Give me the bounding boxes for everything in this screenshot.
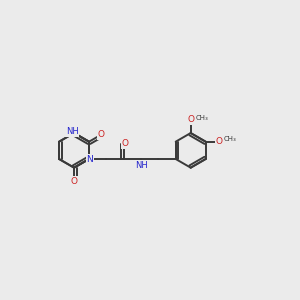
Text: O: O (97, 130, 104, 139)
Text: N: N (86, 155, 93, 164)
Text: NH: NH (66, 128, 79, 136)
Text: O: O (216, 137, 223, 146)
Text: CH₃: CH₃ (196, 115, 208, 121)
Text: O: O (70, 177, 78, 186)
Text: O: O (122, 139, 128, 148)
Text: NH: NH (135, 161, 148, 170)
Text: CH₃: CH₃ (224, 136, 236, 142)
Text: O: O (187, 115, 194, 124)
